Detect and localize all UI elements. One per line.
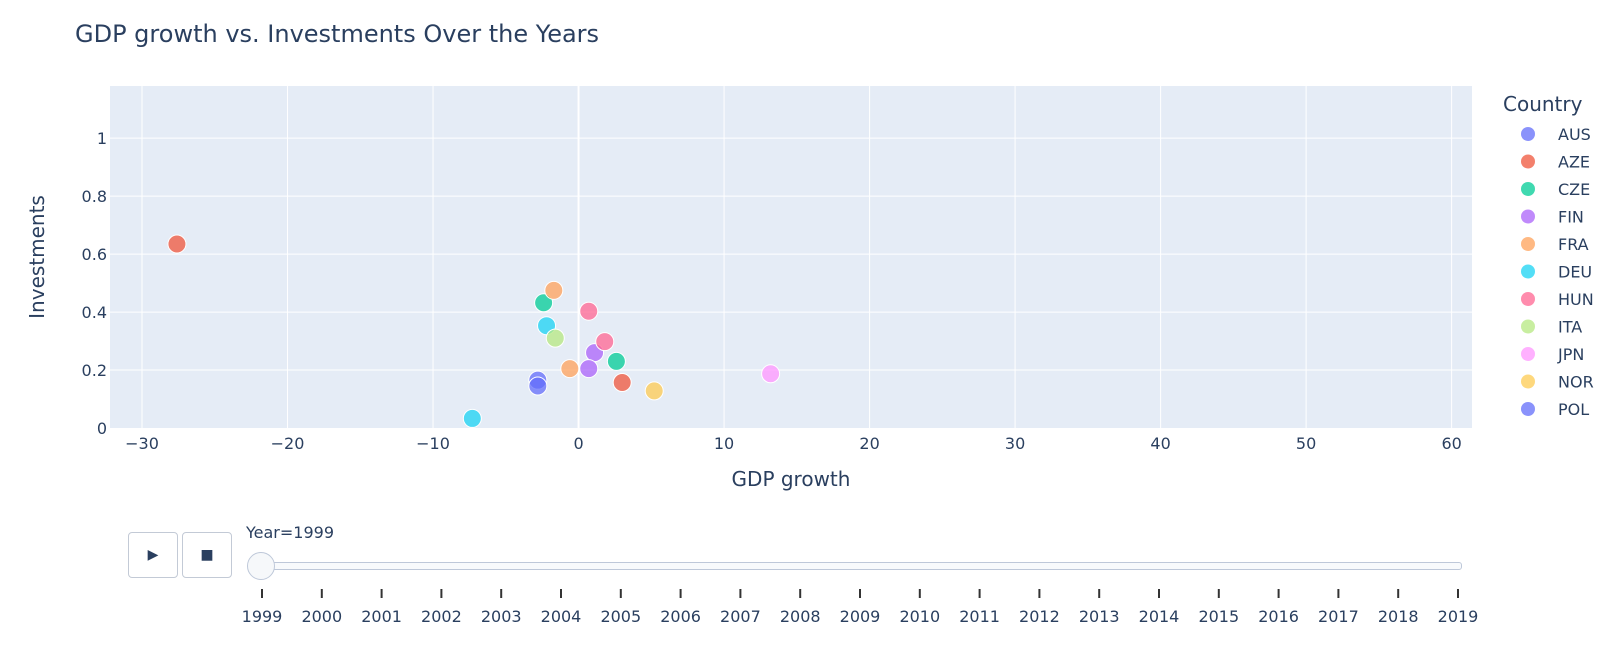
data-point-ita[interactable] [545, 328, 565, 348]
legend-marker-aus[interactable] [1521, 127, 1535, 141]
stop-icon: ■ [200, 547, 214, 563]
x-tick-label: 20 [859, 434, 879, 453]
legend-label-aze[interactable]: AZE [1558, 153, 1590, 172]
x-tick-label: −30 [125, 434, 159, 453]
legend-marker-cze[interactable] [1521, 182, 1535, 196]
year-slider-rail[interactable] [252, 562, 1462, 570]
stop-button[interactable]: ■ [182, 532, 232, 578]
year-tick-label[interactable]: 2008 [780, 607, 821, 626]
current-year-label: Year=1999 [246, 523, 334, 542]
play-button[interactable]: ▶ [128, 532, 178, 578]
y-tick-label: 0.6 [82, 245, 107, 264]
year-tick-label[interactable]: 2002 [421, 607, 462, 626]
legend-label-cze[interactable]: CZE [1558, 180, 1590, 199]
legend-label-ita[interactable]: ITA [1558, 318, 1582, 337]
legend-marker-deu[interactable] [1521, 264, 1535, 279]
legend-marker-fin[interactable] [1521, 209, 1535, 224]
data-point-fra[interactable] [560, 359, 580, 379]
year-tick-label[interactable]: 2010 [899, 607, 940, 626]
plot-area [110, 86, 1472, 428]
legend-label-jpn[interactable]: JPN [1557, 345, 1584, 364]
data-point-fin[interactable] [579, 359, 599, 379]
legend: Country AUS AZE CZE FIN FRA DEU HUN ITA JPN NOR PO… [1503, 92, 1594, 419]
data-point-aze[interactable] [612, 372, 632, 392]
x-tick-label: 60 [1441, 434, 1461, 453]
play-icon: ▶ [147, 547, 159, 563]
year-tick-label[interactable]: 2018 [1378, 607, 1419, 626]
data-point-hun[interactable] [579, 301, 599, 321]
chart-figure: GDP growth vs. Investments Over the Year… [25, 20, 1594, 626]
data-point-pol[interactable] [528, 376, 548, 396]
data-point-jpn[interactable] [761, 364, 781, 384]
legend-label-nor[interactable]: NOR [1558, 373, 1594, 392]
legend-marker-hun[interactable] [1521, 292, 1535, 306]
year-tick-label[interactable]: 2012 [1019, 607, 1060, 626]
legend-label-fin[interactable]: FIN [1558, 208, 1584, 227]
year-tick-label[interactable]: 2000 [301, 607, 342, 626]
y-tick-label: 0 [97, 419, 107, 438]
y-axis-title: Investments [25, 195, 49, 319]
legend-marker-jpn[interactable] [1521, 347, 1535, 361]
x-tick-label: 30 [1005, 434, 1025, 453]
year-tick-label[interactable]: 2006 [660, 607, 701, 626]
year-slider-handle[interactable] [247, 552, 275, 580]
legend-label-aus[interactable]: AUS [1558, 125, 1591, 144]
legend-marker-nor[interactable] [1521, 374, 1535, 389]
year-tick-label[interactable]: 2009 [840, 607, 881, 626]
data-point-hun[interactable] [595, 332, 615, 352]
legend-marker-aze[interactable] [1521, 154, 1535, 169]
data-points [167, 234, 781, 428]
legend-title: Country [1503, 92, 1583, 116]
data-point-nor[interactable] [644, 381, 664, 401]
data-point-deu[interactable] [462, 408, 482, 428]
legend-marker-fra[interactable] [1521, 237, 1535, 251]
x-tick-label: −20 [271, 434, 305, 453]
y-tick-label: 1 [97, 129, 107, 148]
chart-title: GDP growth vs. Investments Over the Year… [75, 20, 599, 48]
y-tick-label: 0.4 [82, 303, 107, 322]
year-tick-label[interactable]: 2014 [1139, 607, 1180, 626]
legend-marker-ita[interactable] [1521, 319, 1535, 334]
x-tick-label: 0 [573, 434, 583, 453]
legend-label-deu[interactable]: DEU [1558, 263, 1592, 282]
year-tick-label[interactable]: 1999 [242, 607, 283, 626]
year-tick-label[interactable]: 2017 [1318, 607, 1359, 626]
data-point-cze[interactable] [534, 293, 554, 313]
year-tick-label[interactable]: 2015 [1198, 607, 1239, 626]
year-tick-label[interactable]: 2004 [541, 607, 582, 626]
scatter-chart: GDP growth vs. Investments Over the Year… [25, 20, 1594, 491]
year-tick-label[interactable]: 2005 [600, 607, 641, 626]
year-slider-ticks: 1999 2000 2001 2002 2003 2004 2005 2006 2007 2008… [242, 589, 1479, 626]
data-point-fra[interactable] [544, 280, 564, 300]
data-point-cze[interactable] [606, 351, 626, 371]
legend-label-pol[interactable]: POL [1558, 400, 1589, 419]
x-tick-label: 40 [1150, 434, 1170, 453]
axis-ticks: −30 −20 −10 0 10 20 30 40 50 60 0 0.2 0.4 0.6 0.8 1 [82, 129, 1462, 453]
x-tick-label: 10 [714, 434, 734, 453]
y-tick-label: 0.8 [82, 187, 107, 206]
year-tick-label[interactable]: 2003 [481, 607, 522, 626]
year-tick-label[interactable]: 2016 [1258, 607, 1299, 626]
legend-label-fra[interactable]: FRA [1558, 235, 1589, 254]
legend-marker-pol[interactable] [1521, 402, 1535, 416]
year-tick-label[interactable]: 2019 [1438, 607, 1479, 626]
x-tick-label: −10 [416, 434, 450, 453]
data-point-aze[interactable] [167, 234, 187, 254]
year-tick-label[interactable]: 2011 [959, 607, 1000, 626]
x-tick-label: 50 [1296, 434, 1316, 453]
year-tick-label[interactable]: 2001 [361, 607, 402, 626]
year-tick-label[interactable]: 2013 [1079, 607, 1120, 626]
y-tick-label: 0.2 [82, 361, 107, 380]
year-tick-label[interactable]: 2007 [720, 607, 761, 626]
grid-lines [110, 86, 1472, 428]
legend-label-hun[interactable]: HUN [1558, 290, 1594, 309]
x-axis-title: GDP growth [732, 467, 851, 491]
